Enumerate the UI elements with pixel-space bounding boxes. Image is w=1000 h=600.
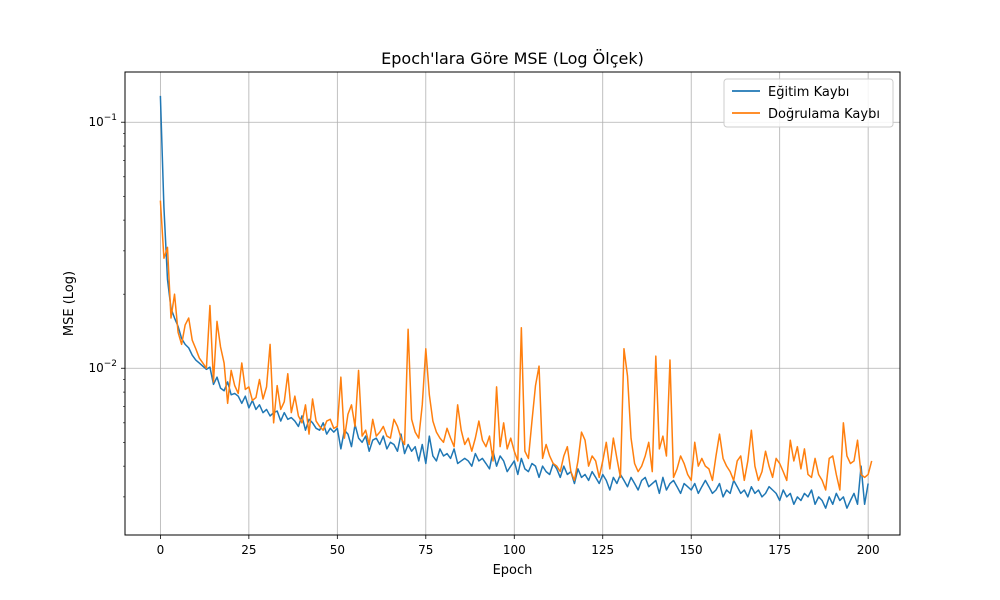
plot-frame: [124, 71, 901, 536]
legend-box: [723, 78, 894, 128]
x-tick-label: 200: [857, 543, 880, 557]
x-tick-label: 25: [241, 543, 256, 557]
y-tick-label: 10−1: [88, 113, 117, 129]
chart-title: Epoch'lara Göre MSE (Log Ölçek): [381, 49, 644, 68]
y-tick-exponent: −1: [104, 113, 117, 123]
x-tick-label: 75: [418, 543, 433, 557]
x-tick-label: 50: [330, 543, 345, 557]
x-tick-label: 150: [680, 543, 703, 557]
legend-label: Doğrulama Kaybı: [768, 107, 880, 122]
x-tick-label: 125: [591, 543, 614, 557]
x-axis-title: Epoch: [493, 563, 533, 578]
x-axis: 0 25 50 75 100 125 150 175 200: [157, 535, 880, 557]
y-tick-base: 10: [88, 361, 103, 375]
y-axis: 10−210−1: [88, 113, 125, 498]
legend-label: Eğitim Kaybı: [768, 85, 849, 100]
x-tick-label: 100: [503, 543, 526, 557]
x-tick-label: 175: [768, 543, 791, 557]
y-tick-base: 10: [88, 115, 103, 129]
y-tick-exponent: −2: [104, 359, 117, 369]
legend: Eğitim Kaybı Doğrulama Kaybı: [723, 78, 894, 128]
y-axis-title: MSE (Log): [62, 271, 77, 336]
x-tick-label: 0: [157, 543, 165, 557]
series-line-0: [159, 95, 869, 509]
series-layer: [159, 95, 873, 509]
y-tick-label: 10−2: [88, 359, 117, 375]
series-line-1: [159, 200, 873, 491]
